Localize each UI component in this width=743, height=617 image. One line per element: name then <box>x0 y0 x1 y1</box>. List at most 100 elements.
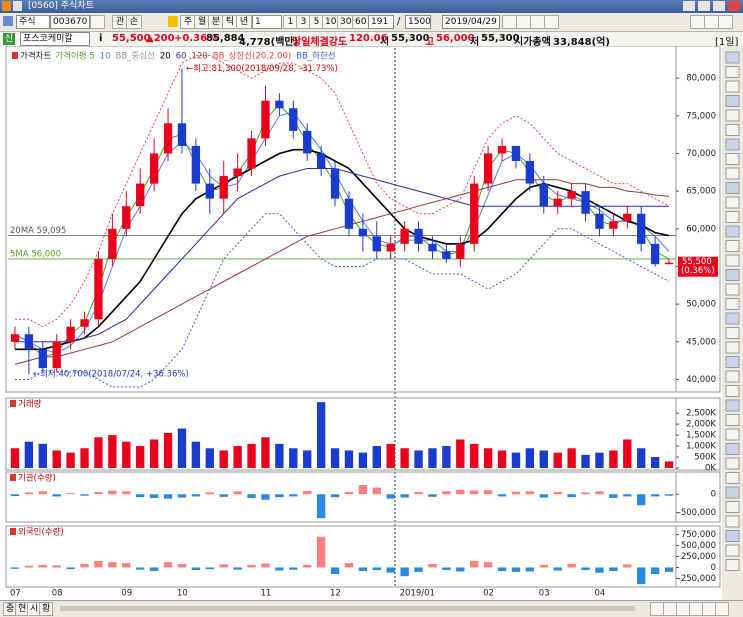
side-tool-icon[interactable] <box>725 428 740 441</box>
code-input[interactable]: 003670 <box>50 15 90 29</box>
side-tool-icon[interactable] <box>725 167 740 180</box>
period-button[interactable]: 분 <box>208 15 224 29</box>
bar <box>372 446 381 468</box>
y-tick-label: 1,500K <box>686 431 716 441</box>
minimize-button[interactable] <box>683 1 695 11</box>
info-bar: 신 포스코케미칼 i 55,500 ▲200 +0.36% 85,884 4,7… <box>0 32 743 48</box>
scroll-button[interactable] <box>663 602 677 616</box>
close-button[interactable] <box>728 1 740 11</box>
side-tool-icon[interactable] <box>725 544 740 557</box>
zoom-button[interactable] <box>502 15 517 29</box>
side-tool-icon[interactable] <box>725 399 740 412</box>
maximize-button[interactable] <box>698 1 710 11</box>
side-tool-icon[interactable] <box>725 138 740 151</box>
tag: 신 <box>3 33 15 45</box>
bar <box>456 439 465 468</box>
bar <box>52 450 61 468</box>
side-tool-icon[interactable] <box>725 327 740 339</box>
bar <box>637 494 646 506</box>
side-tool-icon[interactable] <box>725 341 740 354</box>
candle-body <box>163 123 173 154</box>
stock-name[interactable]: 포스코케미칼 <box>20 32 90 46</box>
period-icon[interactable] <box>168 16 178 27</box>
side-tool-icon[interactable] <box>725 385 740 397</box>
panel-title: 기관(수량) <box>18 473 56 484</box>
legend-entry[interactable]: 120 <box>192 52 208 62</box>
bar <box>10 494 20 497</box>
tool-button[interactable] <box>718 15 733 29</box>
menu-icon[interactable] <box>3 16 13 26</box>
legend-entry[interactable]: BB_하한선 <box>296 51 335 62</box>
zoom-button[interactable] <box>516 15 531 29</box>
bar <box>316 536 326 568</box>
help-icon[interactable] <box>13 1 22 11</box>
date-input[interactable]: 2019/04/29 <box>442 15 500 29</box>
scroll-button[interactable] <box>702 602 716 616</box>
side-tool-icon[interactable] <box>725 501 740 513</box>
side-tool-icon[interactable] <box>725 51 740 64</box>
side-tool-icon[interactable] <box>725 211 740 223</box>
market-select[interactable]: 주식 <box>16 15 50 29</box>
search-button[interactable] <box>90 15 105 29</box>
legend-entry[interactable]: BB_중심선 <box>116 51 155 62</box>
scroll-button[interactable] <box>676 602 690 616</box>
side-tool-icon[interactable] <box>725 95 740 107</box>
side-tool-icon[interactable] <box>725 443 740 455</box>
zoom-button[interactable] <box>544 15 559 29</box>
side-tool-icon[interactable] <box>725 240 740 252</box>
y-tick-label: 500,000 <box>681 541 716 551</box>
side-tool-icon[interactable] <box>725 153 740 165</box>
scroll-button[interactable] <box>715 602 729 616</box>
legend-entry[interactable]: 60 <box>176 52 187 62</box>
side-tool-icon[interactable] <box>725 414 740 426</box>
strength: 120.06 <box>349 33 388 44</box>
y-tick-label: 40,000 <box>686 375 716 385</box>
restore-button[interactable] <box>713 1 725 11</box>
tool-button[interactable] <box>704 15 719 29</box>
bar <box>330 448 340 468</box>
side-tool-icon[interactable] <box>725 283 740 296</box>
side-tool-icon[interactable] <box>725 472 740 484</box>
side-tool-icon[interactable] <box>725 515 740 528</box>
side-tool-icon[interactable] <box>725 530 740 542</box>
zoom-button[interactable] <box>530 15 545 29</box>
candle-body <box>94 258 103 320</box>
side-tool-icon[interactable] <box>725 109 740 122</box>
side-tool-icon[interactable] <box>725 298 740 310</box>
tool-button[interactable] <box>690 15 705 29</box>
total-input[interactable]: 1500 <box>405 15 431 29</box>
side-tool-icon[interactable] <box>725 182 740 194</box>
unit-select[interactable]: 1 <box>252 15 282 29</box>
status-tab[interactable]: 황 <box>39 602 53 616</box>
toolbar-button[interactable]: 손 <box>126 15 142 29</box>
side-tool-icon[interactable] <box>725 559 740 571</box>
side-tool-icon[interactable] <box>725 486 740 499</box>
side-tool-icon[interactable] <box>725 457 740 470</box>
legend-entry[interactable]: 20 <box>160 52 171 62</box>
interval-button[interactable]: 3 <box>296 15 311 29</box>
side-tool-icon[interactable] <box>725 356 740 368</box>
legend-entry[interactable]: 가격이평 5 <box>55 51 94 62</box>
scroll-button[interactable] <box>650 602 664 616</box>
interval-button[interactable]: 60 <box>352 15 369 29</box>
legend-entry[interactable]: 10 <box>100 52 111 62</box>
side-tool-icon[interactable] <box>725 66 740 78</box>
scroll-button[interactable] <box>689 602 703 616</box>
side-tool-icon[interactable] <box>725 269 740 281</box>
side-tool-icon[interactable] <box>725 80 740 93</box>
side-tool-icon[interactable] <box>725 254 740 267</box>
scrollbar[interactable] <box>60 606 635 611</box>
bar <box>664 567 674 572</box>
cap-label: 시가총액 <box>514 37 551 48</box>
bar <box>80 494 89 496</box>
bar <box>400 494 409 498</box>
side-tool-icon[interactable] <box>725 196 740 209</box>
legend-entry[interactable]: BB_상한선(20,2.00) <box>213 51 291 62</box>
side-tool-icon[interactable] <box>725 370 740 383</box>
count-input[interactable]: 191 <box>368 15 394 29</box>
side-tool-icon[interactable] <box>725 225 740 238</box>
side-tool-icon[interactable] <box>725 312 740 325</box>
side-tool-icon[interactable] <box>725 124 740 136</box>
period-button[interactable]: 년 <box>236 15 252 29</box>
info-icon[interactable]: i <box>99 33 103 44</box>
